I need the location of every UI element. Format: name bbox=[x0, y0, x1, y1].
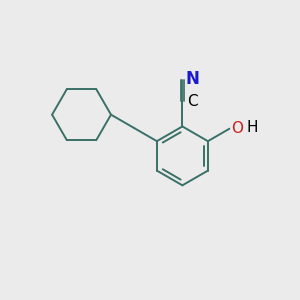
Text: H: H bbox=[247, 120, 258, 135]
Text: C: C bbox=[187, 94, 197, 109]
Text: O: O bbox=[231, 121, 243, 136]
Text: N: N bbox=[185, 70, 199, 88]
